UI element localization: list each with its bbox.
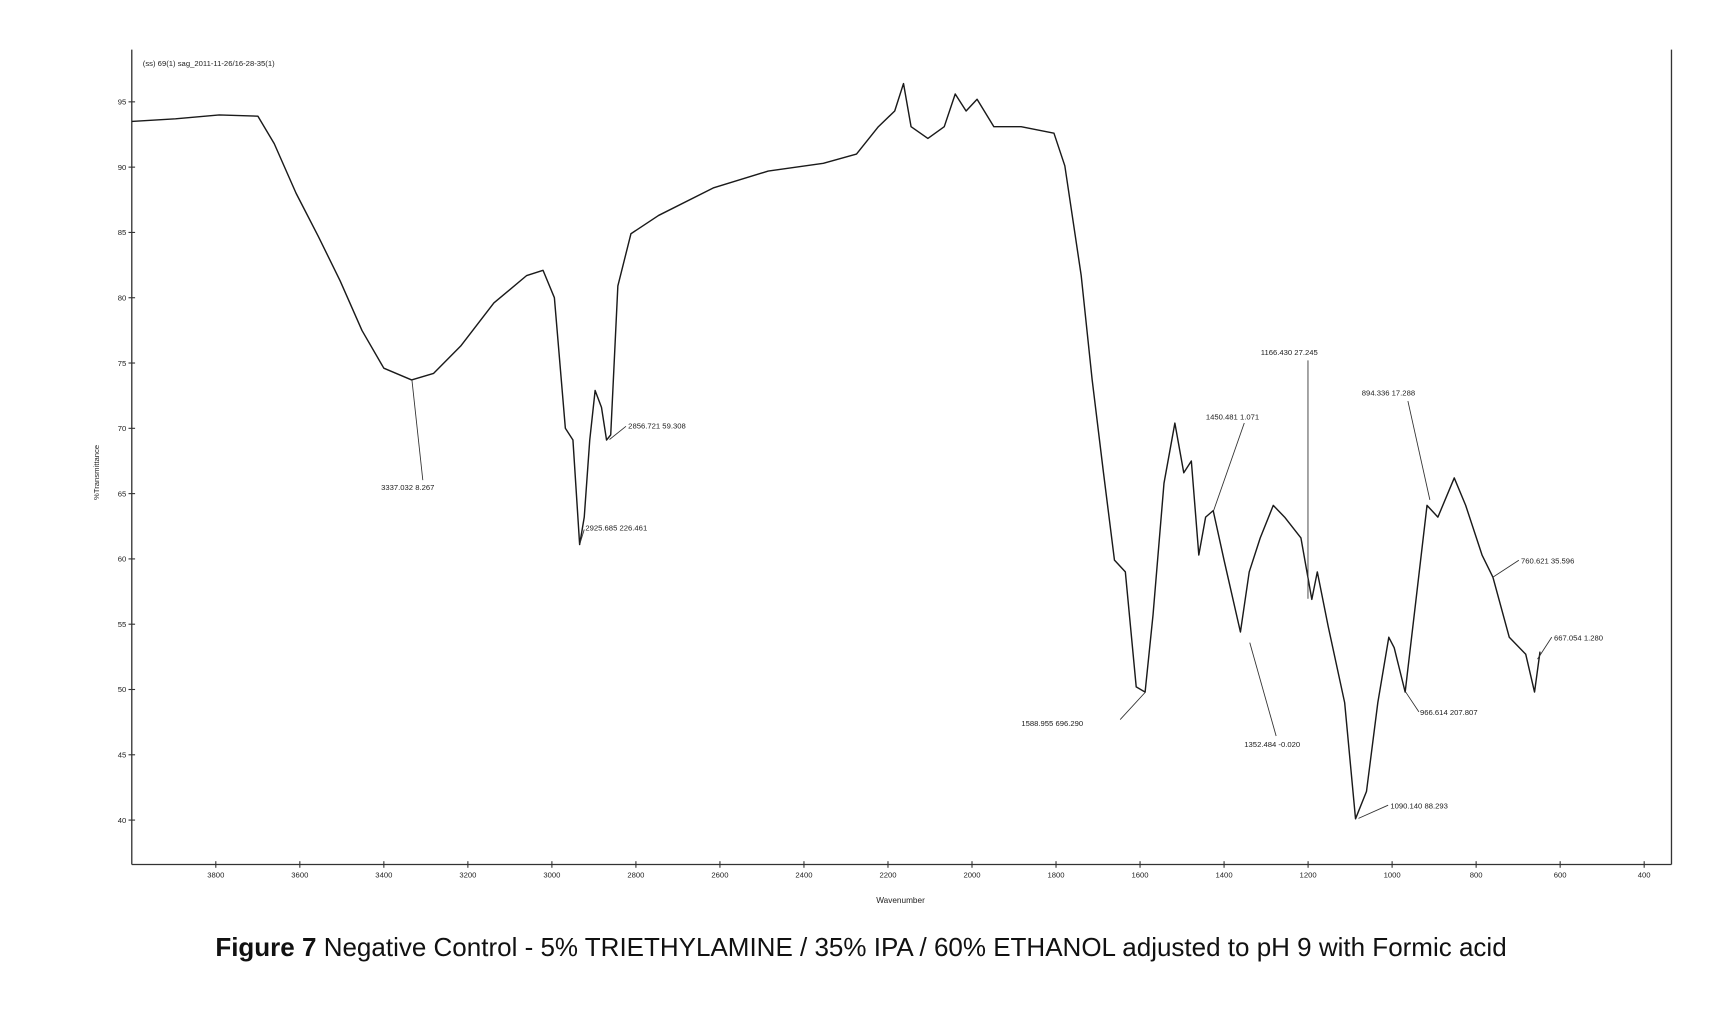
x-tick-label: 1800 bbox=[1047, 871, 1064, 880]
header: (ss) 69(1) sag_2011-11-26/16-28-35(1) bbox=[143, 59, 275, 68]
y-tick-label: 60 bbox=[118, 555, 127, 564]
annotation-leader bbox=[1119, 691, 1146, 720]
annotation-leader bbox=[1407, 400, 1431, 500]
annotation: 1166.430 27.245 bbox=[1261, 348, 1318, 357]
x-tick-label: 800 bbox=[1470, 871, 1483, 880]
y-tick-label: 95 bbox=[118, 98, 127, 107]
annotation: 3337.032 8.267 bbox=[381, 483, 434, 492]
annotation: 1090.140 88.293 bbox=[1390, 801, 1448, 810]
x-tick-label: 3400 bbox=[375, 871, 392, 880]
y-tick-label: 85 bbox=[118, 228, 127, 237]
x-tick-label: 2800 bbox=[627, 871, 644, 880]
annotation-leader bbox=[609, 425, 627, 440]
y-tick-label: 70 bbox=[118, 424, 127, 433]
annotation: 2856.721 59.308 bbox=[628, 421, 686, 430]
x-tick-label: 3600 bbox=[291, 871, 308, 880]
annotation-leader bbox=[579, 529, 585, 544]
y-tick-label: 80 bbox=[118, 293, 127, 302]
x-tick-label: 3200 bbox=[459, 871, 476, 880]
spectrum-line bbox=[131, 82, 1541, 820]
annotation: 966.614 207.807 bbox=[1420, 708, 1478, 717]
annotation-leader bbox=[1249, 642, 1277, 737]
caption-text: Negative Control - 5% TRIETHYLAMINE / 35… bbox=[323, 932, 1507, 962]
x-tick-label: 400 bbox=[1638, 871, 1651, 880]
x-tick-label: 2200 bbox=[879, 871, 896, 880]
caption: Figure 7 Negative Control - 5% TRIETHYLA… bbox=[120, 930, 1602, 964]
x-axis-label: Wavenumber bbox=[876, 896, 925, 905]
annotation-leader bbox=[411, 379, 424, 481]
x-tick-label: 600 bbox=[1554, 871, 1567, 880]
x-tick-label: 3000 bbox=[543, 871, 560, 880]
annotation-leader bbox=[1537, 636, 1553, 660]
x-tick-label: 2400 bbox=[795, 871, 812, 880]
y-tick-label: 45 bbox=[118, 751, 127, 760]
y-tick-label: 65 bbox=[118, 489, 127, 498]
annotation-leader bbox=[1358, 804, 1389, 819]
annotation: 2925.685 226.461 bbox=[585, 524, 647, 533]
y-tick-label: 75 bbox=[118, 359, 127, 368]
y-tick-label: 55 bbox=[118, 620, 127, 629]
x-tick-label: 2000 bbox=[963, 871, 980, 880]
annotation: 1352.484 -0.020 bbox=[1244, 740, 1300, 749]
y-tick-label: 40 bbox=[118, 816, 127, 825]
x-tick-label: 3800 bbox=[207, 871, 224, 880]
y-tick-label: 90 bbox=[118, 163, 127, 172]
annotation: 667.054 1.280 bbox=[1554, 633, 1603, 642]
annotation-leader bbox=[1405, 691, 1420, 713]
caption-label: Figure 7 bbox=[215, 932, 317, 962]
y-tick-label: 50 bbox=[118, 685, 127, 694]
annotation: 894.336 17.288 bbox=[1362, 389, 1415, 398]
x-tick-label: 1200 bbox=[1300, 871, 1317, 880]
x-tick-label: 1400 bbox=[1216, 871, 1233, 880]
x-tick-label: 2600 bbox=[711, 871, 728, 880]
annotation: 1450.481 1.071 bbox=[1206, 413, 1259, 422]
annotation-leader bbox=[1213, 422, 1245, 512]
annotation: 760.621 35.596 bbox=[1521, 557, 1574, 566]
y-axis-label: %Transmittance bbox=[92, 445, 101, 500]
x-tick-label: 1600 bbox=[1132, 871, 1149, 880]
annotation: 1588.955 696.290 bbox=[1021, 719, 1083, 728]
x-tick-label: 1000 bbox=[1384, 871, 1401, 880]
annotation-leader bbox=[1493, 559, 1520, 578]
